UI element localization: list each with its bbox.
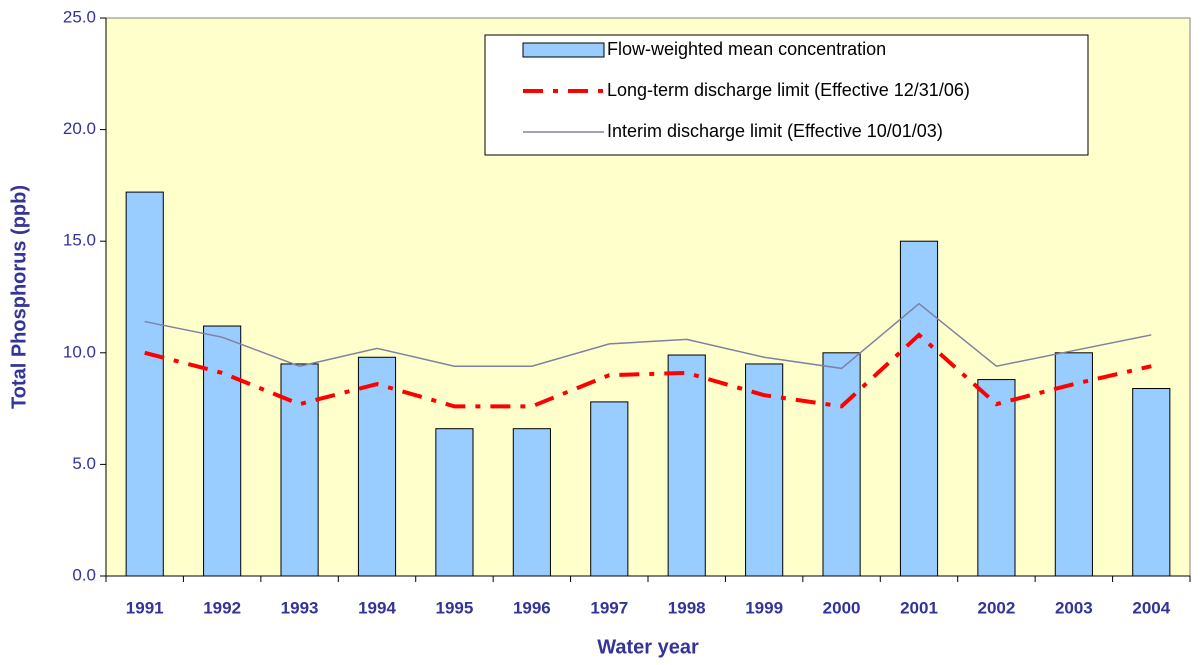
bar — [1054, 352, 1093, 577]
y-axis-label: Total Phosphorus (ppb) — [8, 185, 30, 409]
line — [144, 332, 1152, 409]
bar — [745, 363, 784, 577]
x-tick-label: 2000 — [823, 598, 861, 617]
x-tick-label: 2003 — [1055, 598, 1093, 617]
bar — [977, 379, 1016, 577]
x-tick-label: 1996 — [513, 598, 551, 617]
bar — [357, 356, 397, 577]
y-tick-label: 25.0 — [63, 7, 96, 26]
bar — [280, 363, 319, 577]
y-tick-label: 5.0 — [72, 454, 96, 473]
x-tick-label: 1999 — [745, 598, 783, 617]
y-tick-label: 15.0 — [63, 231, 96, 250]
bar — [435, 428, 474, 577]
legend-label: Flow-weighted mean concentration — [607, 39, 886, 59]
x-tick-label: 1997 — [590, 598, 628, 617]
bar — [203, 325, 242, 577]
x-tick-label: 1992 — [203, 598, 241, 617]
x-tick-label: 1995 — [436, 598, 474, 617]
x-axis-label: Water year — [597, 636, 699, 658]
y-tick-label: 20.0 — [63, 119, 96, 138]
bar — [590, 401, 629, 577]
bar — [512, 428, 551, 577]
bar — [899, 240, 939, 577]
x-tick-label: 2004 — [1132, 598, 1170, 617]
x-tick-label: 2002 — [978, 598, 1016, 617]
bar — [125, 191, 164, 577]
line — [144, 302, 1152, 370]
x-tick-label: 1994 — [358, 598, 396, 617]
y-tick-label: 10.0 — [63, 342, 96, 361]
bar — [1132, 388, 1171, 577]
y-tick-label: 0.0 — [72, 565, 96, 584]
legend-label: Interim discharge limit (Effective 10/01… — [607, 121, 943, 141]
x-tick-label: 1993 — [281, 598, 319, 617]
legend-label: Long-term discharge limit (Effective 12/… — [607, 80, 970, 100]
x-tick-label: 1998 — [668, 598, 706, 617]
bar — [667, 354, 706, 577]
x-tick-label: 1991 — [126, 598, 164, 617]
legend-swatch — [522, 42, 605, 58]
bar — [822, 352, 861, 577]
x-tick-label: 2001 — [900, 598, 938, 617]
